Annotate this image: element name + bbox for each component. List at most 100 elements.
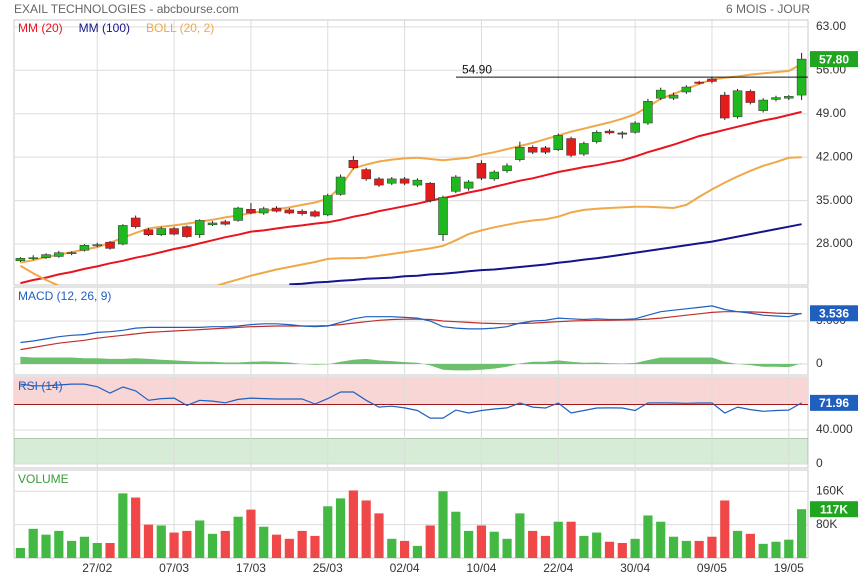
volume-bar (643, 515, 653, 558)
panel-title: RSI (14) (18, 379, 63, 393)
volume-bar (540, 535, 551, 558)
candle-body (643, 101, 653, 124)
y-tick-label: 0 (816, 356, 823, 370)
y-tick-label: 0 (816, 456, 823, 470)
volume-bar (630, 538, 640, 558)
panel-title: VOLUME (18, 472, 69, 486)
candle-body (732, 90, 743, 118)
volume-bar (246, 509, 256, 558)
box-label: 3.536 (819, 306, 849, 320)
histogram-area (20, 356, 802, 371)
volume-bar (502, 538, 512, 558)
candle-body (463, 181, 474, 189)
candle-body (771, 97, 781, 100)
candle-body (310, 211, 320, 217)
candle-body (668, 94, 679, 99)
volume-bar (745, 533, 755, 558)
box-label: 117K (820, 502, 848, 516)
candle-body (707, 78, 717, 82)
volume-bar (169, 532, 179, 558)
last-value-box (810, 501, 858, 518)
volume-bar (451, 511, 461, 558)
volume-bar (681, 540, 691, 558)
volume-bar (566, 521, 576, 558)
plot-area (14, 287, 808, 375)
candle-body (540, 147, 551, 153)
legend-entry: BOLL (20, 2) (146, 21, 214, 35)
x-tick-label: 02/04 (390, 561, 420, 575)
volume-bar (323, 506, 333, 558)
volume-bar (617, 542, 627, 558)
candle-body (553, 135, 564, 150)
candle-body (361, 169, 371, 180)
box-label: 71.96 (819, 396, 849, 410)
y-tick-label: 42.000 (816, 149, 853, 163)
candle-body (566, 138, 576, 156)
panel-title: MACD (12, 26, 9) (18, 289, 111, 303)
candle-body (515, 146, 525, 160)
volume-bar (15, 547, 26, 558)
candle-body (143, 229, 154, 235)
plot-area (14, 20, 808, 285)
x-tick-label: 25/03 (313, 561, 343, 575)
volume-bar (579, 535, 589, 558)
y-tick-label: 28.000 (816, 236, 853, 250)
candle-body (335, 176, 346, 195)
volume-bar (105, 542, 115, 558)
candle-body (784, 96, 794, 99)
volume-bar (592, 532, 602, 558)
last-value-box (810, 51, 858, 68)
volume-bar (464, 530, 474, 558)
volume-bar (310, 535, 320, 558)
candle-body (745, 91, 756, 103)
volume-bar (387, 538, 397, 558)
volume-bar (732, 530, 743, 558)
oversold-zone (14, 438, 808, 465)
volume-bar (348, 490, 358, 558)
volume-bar (758, 543, 768, 558)
volume-bar (92, 542, 102, 558)
x-tick-label: 17/03 (236, 561, 266, 575)
volume-bar (476, 525, 487, 558)
candle-body (399, 178, 410, 184)
volume-bar (207, 533, 218, 558)
candle-body (617, 132, 628, 135)
y-tick-label: 80K (816, 517, 837, 531)
candle-body (604, 130, 615, 134)
candle-body (118, 225, 128, 245)
volume-bar (195, 520, 205, 558)
volume-bar (54, 530, 64, 558)
candle-body (169, 228, 179, 235)
period: 6 MOIS - JOUR (726, 2, 810, 16)
candle-body (591, 132, 602, 142)
x-tick-label: 27/02 (82, 561, 112, 575)
y-tick-label: 63.00 (816, 19, 846, 33)
plot-area (14, 377, 808, 468)
volume-bar (796, 509, 807, 558)
candle-body (271, 207, 282, 212)
volume-bar (297, 530, 307, 558)
candle-body (387, 178, 397, 184)
volume-bar (399, 540, 410, 558)
volume-bar (233, 516, 243, 558)
volume-bar (425, 525, 435, 558)
candle-body (284, 209, 295, 214)
candle-body (41, 254, 51, 258)
y-tick-label: 160K (816, 483, 844, 497)
volume-bar (438, 491, 448, 558)
candle-body (207, 222, 218, 226)
volume-bar (553, 521, 563, 558)
box-label: 57.80 (819, 52, 849, 66)
candle-body (233, 207, 243, 221)
indicator-line (20, 110, 802, 285)
candle-body (79, 245, 90, 251)
volume-bar (131, 497, 141, 558)
x-tick-label: 22/04 (543, 561, 573, 575)
x-tick-label: 10/04 (466, 561, 496, 575)
volume-bar (361, 500, 371, 558)
candle-body (182, 226, 192, 237)
y-tick-label: 49.00 (816, 106, 846, 120)
candle-body (527, 146, 538, 153)
candle-body (681, 86, 692, 93)
